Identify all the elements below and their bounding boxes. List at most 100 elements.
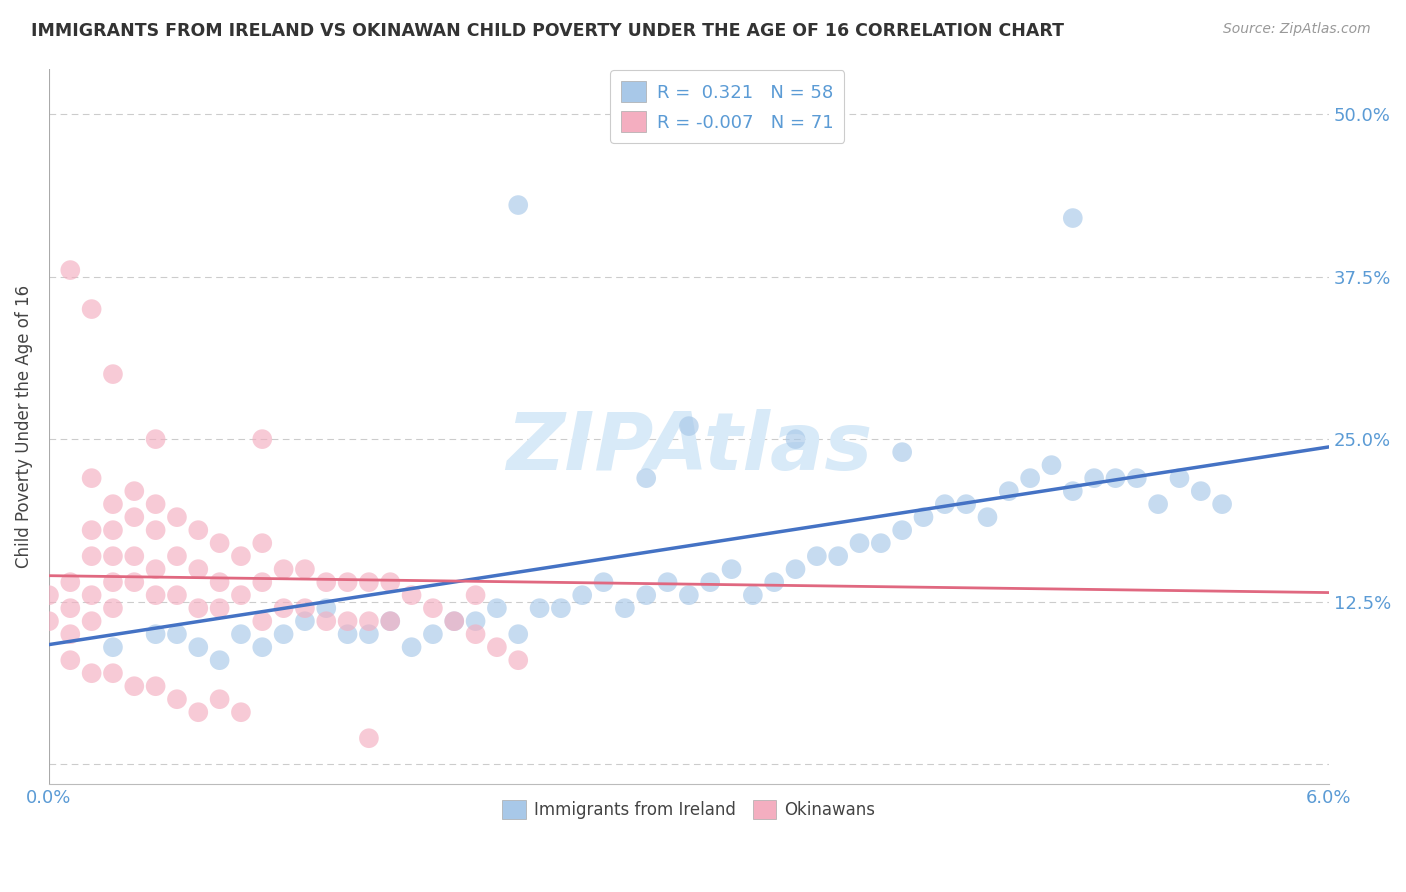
- Point: [252, 536, 274, 550]
- Point: [80, 549, 103, 564]
- Point: [187, 562, 209, 576]
- Point: [101, 640, 124, 655]
- Point: [80, 471, 103, 485]
- Point: [252, 432, 274, 446]
- Point: [208, 536, 231, 550]
- Point: [145, 523, 167, 537]
- Point: [891, 523, 914, 537]
- Point: [955, 497, 977, 511]
- Point: [636, 471, 658, 485]
- Point: [571, 588, 593, 602]
- Point: [124, 679, 146, 693]
- Point: [166, 510, 188, 524]
- Point: [59, 263, 82, 277]
- Point: [80, 588, 103, 602]
- Point: [145, 679, 167, 693]
- Point: [229, 705, 252, 719]
- Point: [101, 601, 124, 615]
- Point: [80, 302, 103, 317]
- Point: [336, 575, 359, 590]
- Point: [145, 627, 167, 641]
- Point: [657, 575, 679, 590]
- Text: IMMIGRANTS FROM IRELAND VS OKINAWAN CHILD POVERTY UNDER THE AGE OF 16 CORRELATIO: IMMIGRANTS FROM IRELAND VS OKINAWAN CHIL…: [31, 22, 1064, 40]
- Point: [592, 575, 614, 590]
- Point: [848, 536, 870, 550]
- Point: [806, 549, 828, 564]
- Point: [208, 653, 231, 667]
- Point: [187, 640, 209, 655]
- Point: [1189, 484, 1212, 499]
- Point: [101, 575, 124, 590]
- Point: [252, 614, 274, 628]
- Point: [508, 653, 530, 667]
- Point: [1062, 484, 1084, 499]
- Text: ZIPAtlas: ZIPAtlas: [506, 409, 872, 486]
- Point: [252, 640, 274, 655]
- Point: [678, 588, 700, 602]
- Point: [101, 523, 124, 537]
- Point: [380, 614, 402, 628]
- Point: [422, 627, 444, 641]
- Point: [613, 601, 636, 615]
- Point: [741, 588, 763, 602]
- Point: [827, 549, 849, 564]
- Point: [59, 601, 82, 615]
- Point: [80, 666, 103, 681]
- Point: [443, 614, 465, 628]
- Point: [101, 549, 124, 564]
- Point: [101, 367, 124, 381]
- Point: [401, 588, 423, 602]
- Point: [166, 692, 188, 706]
- Point: [252, 575, 274, 590]
- Point: [1147, 497, 1170, 511]
- Point: [464, 588, 486, 602]
- Point: [401, 640, 423, 655]
- Point: [273, 627, 295, 641]
- Point: [464, 614, 486, 628]
- Point: [934, 497, 956, 511]
- Point: [1062, 211, 1084, 225]
- Point: [187, 601, 209, 615]
- Point: [145, 432, 167, 446]
- Point: [699, 575, 721, 590]
- Point: [101, 497, 124, 511]
- Point: [636, 588, 658, 602]
- Point: [1211, 497, 1233, 511]
- Point: [208, 601, 231, 615]
- Point: [229, 549, 252, 564]
- Point: [485, 601, 508, 615]
- Point: [273, 562, 295, 576]
- Point: [785, 432, 807, 446]
- Point: [891, 445, 914, 459]
- Point: [998, 484, 1021, 499]
- Point: [1168, 471, 1191, 485]
- Point: [678, 419, 700, 434]
- Point: [912, 510, 935, 524]
- Point: [166, 549, 188, 564]
- Point: [508, 198, 530, 212]
- Point: [357, 731, 380, 746]
- Point: [59, 575, 82, 590]
- Point: [124, 484, 146, 499]
- Point: [294, 601, 316, 615]
- Point: [187, 705, 209, 719]
- Point: [315, 601, 337, 615]
- Point: [124, 510, 146, 524]
- Point: [273, 601, 295, 615]
- Point: [422, 601, 444, 615]
- Point: [145, 497, 167, 511]
- Point: [357, 627, 380, 641]
- Point: [443, 614, 465, 628]
- Point: [529, 601, 551, 615]
- Point: [294, 614, 316, 628]
- Point: [145, 588, 167, 602]
- Point: [976, 510, 998, 524]
- Point: [229, 627, 252, 641]
- Point: [336, 614, 359, 628]
- Point: [508, 627, 530, 641]
- Point: [357, 614, 380, 628]
- Point: [187, 523, 209, 537]
- Point: [59, 627, 82, 641]
- Point: [869, 536, 891, 550]
- Point: [357, 575, 380, 590]
